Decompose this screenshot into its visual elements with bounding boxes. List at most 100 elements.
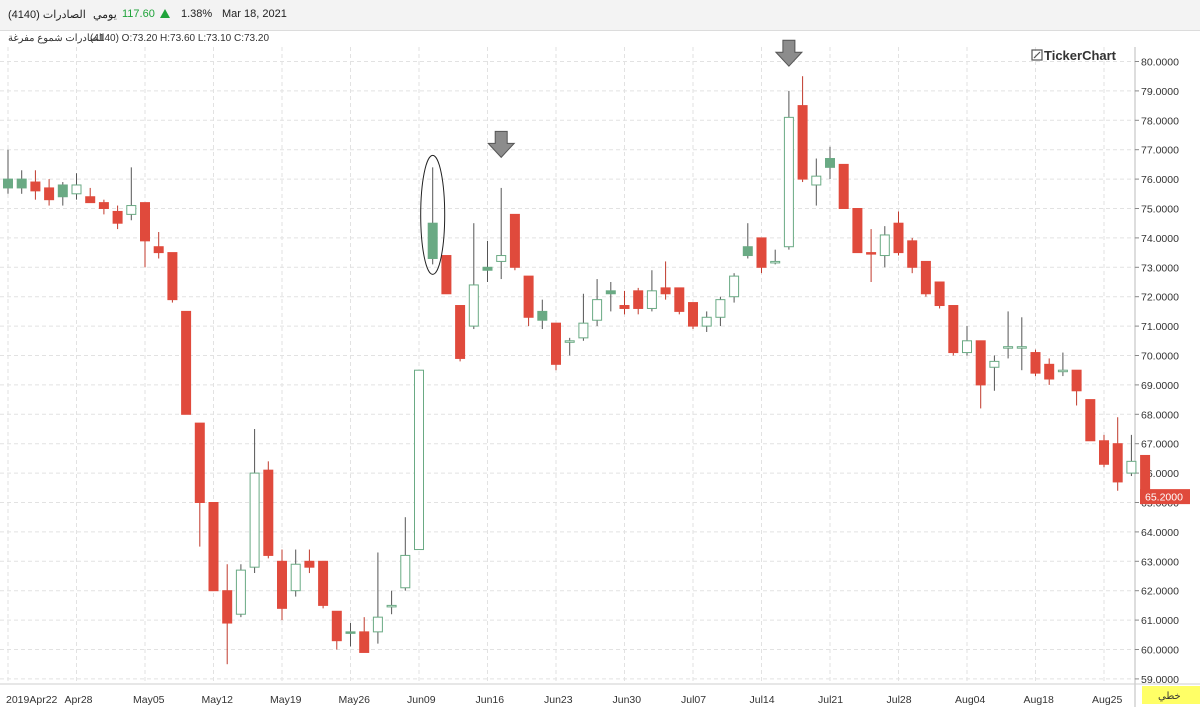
candle-body [140,202,150,242]
candle [153,232,164,259]
candle [907,237,918,274]
x-tick-label: Jul28 [887,694,912,706]
tickerchart-logo-icon [1031,49,1043,61]
last-price-marker: 65.2000 [1140,489,1190,505]
x-tick-label: Aug18 [1024,694,1055,706]
y-tick-label: 61.0000 [1141,615,1179,627]
candle-body [619,305,630,309]
y-tick-label: 79.0000 [1141,86,1179,98]
x-tick-label: Jul21 [818,694,843,706]
x-tick-label: May19 [270,694,302,706]
y-tick-label: 80.0000 [1141,57,1179,69]
candle [468,223,479,330]
candle [249,429,260,574]
candle-body [386,604,397,608]
candle [509,213,520,271]
candle [756,237,767,274]
candle [551,322,561,371]
x-tick-label: May05 [133,694,165,706]
candle-body [756,237,767,268]
candle-body [1016,346,1027,349]
scale-mode-bg[interactable] [1142,686,1200,704]
candle-body [441,255,452,295]
y-tick-label: 73.0000 [1141,262,1179,274]
candle-body [975,340,986,386]
candle-body [181,310,192,415]
candle [688,302,698,330]
candle-body [907,240,918,268]
x-tick-label: 2019Apr22 [6,694,58,706]
candle [1057,352,1068,377]
candle [126,167,137,221]
grid-lines [0,47,1135,684]
candle [482,240,493,282]
candle-body [482,266,493,271]
period-label[interactable]: يومي [93,9,117,21]
x-tick-label: Jun30 [613,694,642,706]
candle [1044,358,1055,385]
candle-body [249,472,260,568]
y-tick-label: 76.0000 [1141,174,1179,186]
candle-body [551,322,561,365]
tickerchart-logo-icon-mark [1033,51,1041,59]
candle-body [318,560,329,606]
candle-body [359,631,370,653]
y-tick-label: 77.0000 [1141,145,1179,157]
candle [989,355,1000,391]
candle [16,170,27,194]
candle [1071,369,1082,406]
candle-body [1126,460,1137,474]
candle-body [71,184,82,195]
x-axis: 2019Apr22 Apr28 May05 May12 May19 May26 Jun09 J… [0,683,1200,706]
candle [797,76,808,183]
candle-body [592,299,603,321]
candle-body [208,502,219,592]
candle [85,187,96,204]
ohlc-readout: (4140) O:73.20 H:73.60 L:73.10 C:73.20 [90,33,270,44]
candle-body [16,178,27,189]
y-tick-label: 67.0000 [1141,439,1179,451]
candle-body [1044,363,1055,380]
candle [852,208,863,254]
candle-body [838,163,849,209]
candle-body [742,246,753,257]
candle [1030,349,1041,377]
candle [277,549,287,621]
y-tick-label: 66.0000 [1141,468,1179,480]
candle [523,275,534,327]
scale-mode-label[interactable]: خطي [1158,691,1181,702]
candle [455,305,466,362]
x-tick-label: Jun23 [544,694,573,706]
instrument-name[interactable]: الصادرات (4140) [8,9,86,21]
candle [975,340,986,409]
candle-body [235,569,246,615]
x-tick-label: Aug04 [955,694,986,706]
candle-body [646,290,657,309]
candle [304,549,315,574]
candle [427,167,438,265]
highlight-ellipse [420,154,446,275]
candle-body [893,222,904,254]
candle-body [564,340,575,343]
x-tick-label: Jul07 [681,694,706,706]
candle [359,617,370,653]
x-tick-label: Jun09 [407,694,436,706]
candle [222,564,233,665]
candle-body [153,246,164,254]
candle [783,90,794,250]
candle [729,273,740,303]
candle-body [277,560,287,609]
tickerchart-logo: TickerChart [1031,48,1117,63]
y-tick-label: 74.0000 [1141,233,1179,245]
candle [934,281,945,309]
scale-mode[interactable]: خطي [1142,686,1200,704]
candle-body [660,287,671,295]
candle-body [98,202,109,209]
candle [838,163,849,209]
last-price-bg [1140,489,1190,505]
candle-body [729,275,740,298]
candle [331,610,342,650]
candle-body [427,222,438,259]
candle [208,502,219,592]
